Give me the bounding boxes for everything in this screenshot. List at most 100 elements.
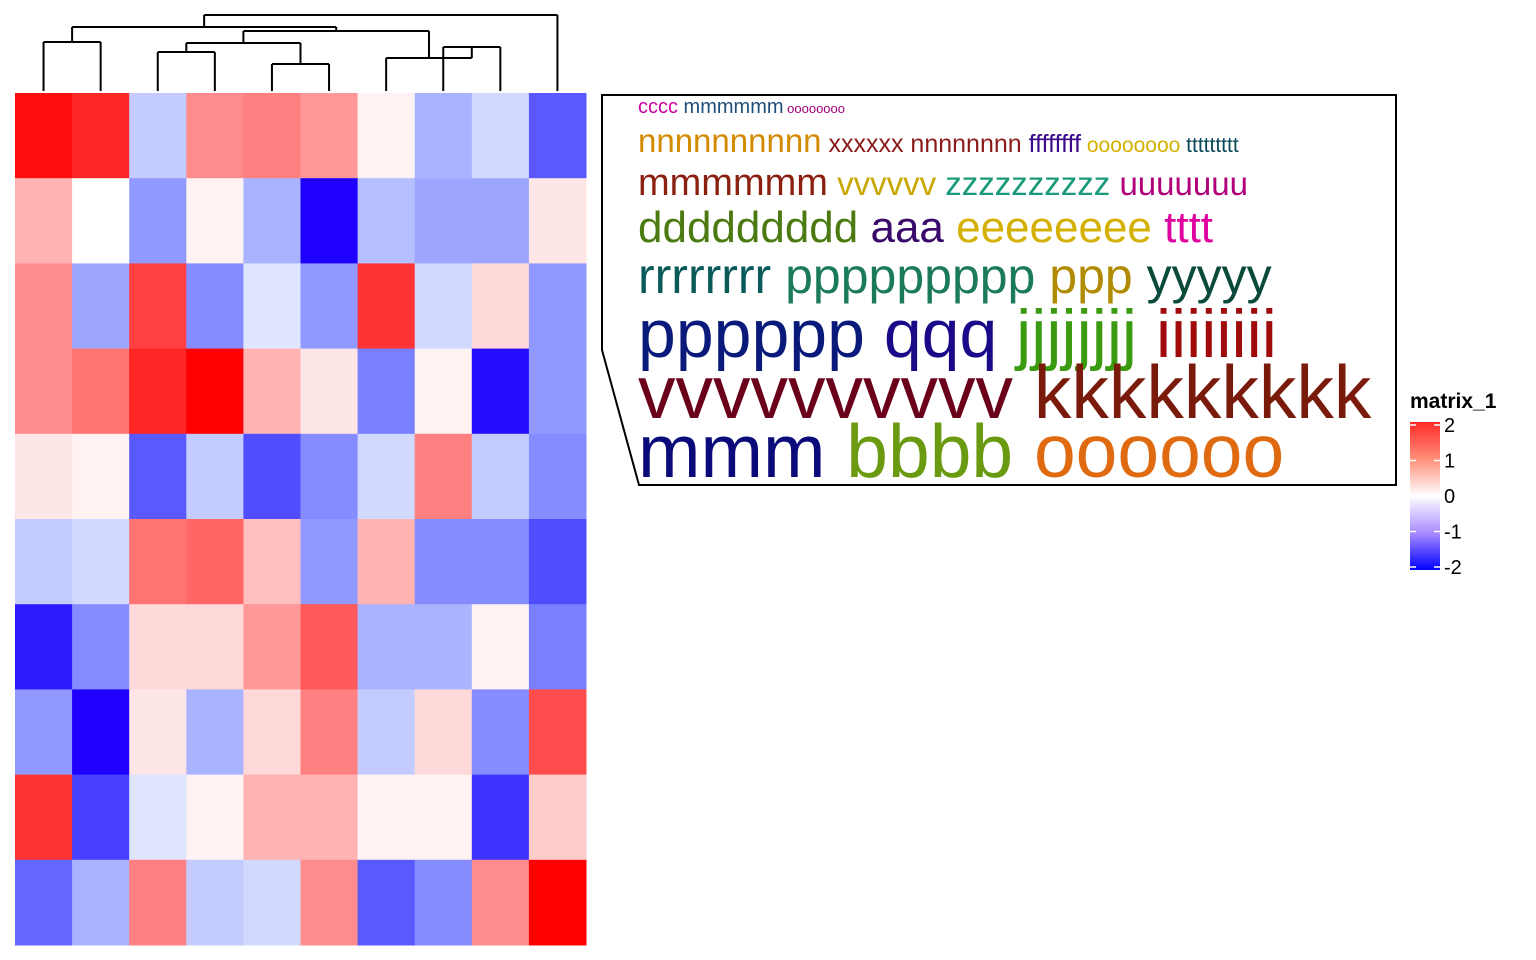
heatmap-cell bbox=[243, 433, 301, 520]
word-cloud-word: nnnnnnnnnn bbox=[638, 122, 822, 159]
heatmap-cell bbox=[300, 774, 359, 861]
heatmap-cell bbox=[528, 263, 587, 350]
word-cloud-word: xxxxxx bbox=[822, 130, 904, 158]
heatmap-cell bbox=[186, 519, 244, 605]
word-cloud-word: aaa bbox=[858, 203, 944, 252]
heatmap-cell bbox=[186, 774, 244, 861]
heatmap-cell bbox=[72, 859, 130, 946]
heatmap-cell bbox=[243, 263, 301, 350]
word-cloud-word: oooooo bbox=[1013, 409, 1284, 493]
heatmap-cell bbox=[129, 519, 187, 605]
heatmap-cell bbox=[300, 604, 359, 690]
word-cloud-line: rrrrrrrr ppppppppp ppp yyyyy bbox=[638, 248, 1272, 304]
word-cloud-word: bbbb bbox=[825, 409, 1013, 493]
word-cloud-word: cccc bbox=[638, 96, 678, 118]
heatmap-cell bbox=[72, 689, 130, 776]
heatmap-cell bbox=[15, 519, 73, 605]
heatmap-cell bbox=[357, 263, 416, 350]
word-cloud-word: oooooooo bbox=[784, 101, 845, 116]
word-cloud-line: vvvvvvvvvv kkkkkkkkk bbox=[638, 350, 1372, 434]
word-cloud-line: cccc mmmmmm oooooooo bbox=[638, 96, 845, 118]
heatmap-cell bbox=[129, 689, 187, 776]
heatmap-cell bbox=[300, 433, 359, 520]
word-cloud-word: yyyyy bbox=[1133, 248, 1272, 304]
heatmap-cell bbox=[243, 774, 301, 861]
legend-tick-label: 1 bbox=[1444, 451, 1455, 473]
heatmap-cell bbox=[471, 519, 530, 605]
word-cloud-line: ddddddddd aaa eeeeeeee tttt bbox=[638, 203, 1213, 252]
heatmap-cell bbox=[72, 433, 130, 520]
heatmap-cell bbox=[15, 178, 73, 264]
heatmap-cell bbox=[129, 178, 187, 264]
heatmap-cell bbox=[15, 93, 73, 179]
heatmap-cell bbox=[528, 604, 587, 690]
heatmap-cell bbox=[243, 178, 301, 264]
heatmap-cell bbox=[15, 348, 73, 435]
word-cloud-line: pppppp qqq jjjjjjjj iiiiiiii bbox=[638, 296, 1277, 372]
heatmap-cell bbox=[300, 689, 359, 776]
word-cloud-word: ppppppppp bbox=[771, 248, 1035, 304]
heatmap-cell bbox=[471, 348, 530, 435]
heatmap-cell bbox=[414, 178, 473, 264]
heatmap-cell bbox=[300, 93, 359, 179]
word-cloud-word: mmm bbox=[638, 409, 825, 493]
word-cloud-word: qqq bbox=[865, 296, 997, 372]
word-cloud-word: ddddddddd bbox=[638, 203, 858, 252]
heatmap-cell bbox=[471, 178, 530, 264]
word-cloud-word: uuuuuuu bbox=[1110, 165, 1248, 202]
heatmap-cell bbox=[300, 178, 359, 264]
color-legend: matrix_1 2 1 0 -1 -2 bbox=[1410, 390, 1497, 579]
heatmap-cell bbox=[357, 604, 416, 690]
heatmap-cell bbox=[357, 689, 416, 776]
heatmap-cell bbox=[471, 433, 530, 520]
heatmap-cell bbox=[186, 178, 244, 264]
heatmap-cell bbox=[72, 519, 130, 605]
heatmap-cell bbox=[72, 774, 130, 861]
heatmap-cell bbox=[243, 604, 301, 690]
heatmap-cell bbox=[300, 859, 359, 946]
word-cloud-word: jjjjjjjj bbox=[997, 296, 1137, 372]
heatmap-cell bbox=[129, 859, 187, 946]
heatmap-cell bbox=[186, 93, 244, 179]
word-cloud-word: zzzzzzzzzz bbox=[936, 165, 1110, 202]
heatmap-cell bbox=[528, 774, 587, 861]
legend-title: matrix_1 bbox=[1410, 390, 1497, 413]
word-cloud-word: pppppp bbox=[638, 296, 865, 372]
heatmap-cell bbox=[72, 348, 130, 435]
word-cloud-word: iiiiiiii bbox=[1137, 296, 1277, 372]
heatmap-cell bbox=[15, 433, 73, 520]
word-cloud-line: mmm bbbb oooooo bbox=[638, 409, 1284, 493]
heatmap-cell bbox=[300, 263, 359, 350]
heatmap-cell bbox=[72, 93, 130, 179]
heatmap-cell bbox=[129, 348, 187, 435]
word-cloud-word: kkkkkkkkk bbox=[1013, 350, 1372, 434]
heatmap-cell bbox=[243, 519, 301, 605]
legend-tick-label: -2 bbox=[1444, 557, 1462, 579]
heatmap-cell bbox=[528, 689, 587, 776]
column-dendrogram bbox=[42, 14, 559, 91]
heatmap-cell bbox=[243, 93, 301, 179]
heatmap-cell bbox=[300, 348, 359, 435]
heatmap-cell bbox=[186, 348, 244, 435]
callout-box bbox=[601, 94, 1397, 486]
heatmap-cell bbox=[471, 774, 530, 861]
heatmap-cell bbox=[528, 433, 587, 520]
word-cloud-word: mmmmmm bbox=[638, 162, 828, 204]
heatmap-cell bbox=[72, 178, 130, 264]
heatmap-cell bbox=[357, 348, 416, 435]
heatmap-cell bbox=[129, 263, 187, 350]
heatmap-cell bbox=[72, 604, 130, 690]
heatmap-cell bbox=[15, 263, 73, 350]
word-cloud-word: tttt bbox=[1152, 203, 1213, 252]
heatmap-cell bbox=[243, 859, 301, 946]
heatmap-cell bbox=[129, 93, 187, 179]
heatmap-body bbox=[15, 93, 587, 946]
legend-tick-label: -1 bbox=[1444, 522, 1462, 544]
heatmap-cell bbox=[414, 859, 473, 946]
heatmap-cell bbox=[15, 774, 73, 861]
legend-tick-label: 2 bbox=[1444, 415, 1455, 437]
heatmap-cell bbox=[15, 859, 73, 946]
heatmap-cell bbox=[186, 433, 244, 520]
